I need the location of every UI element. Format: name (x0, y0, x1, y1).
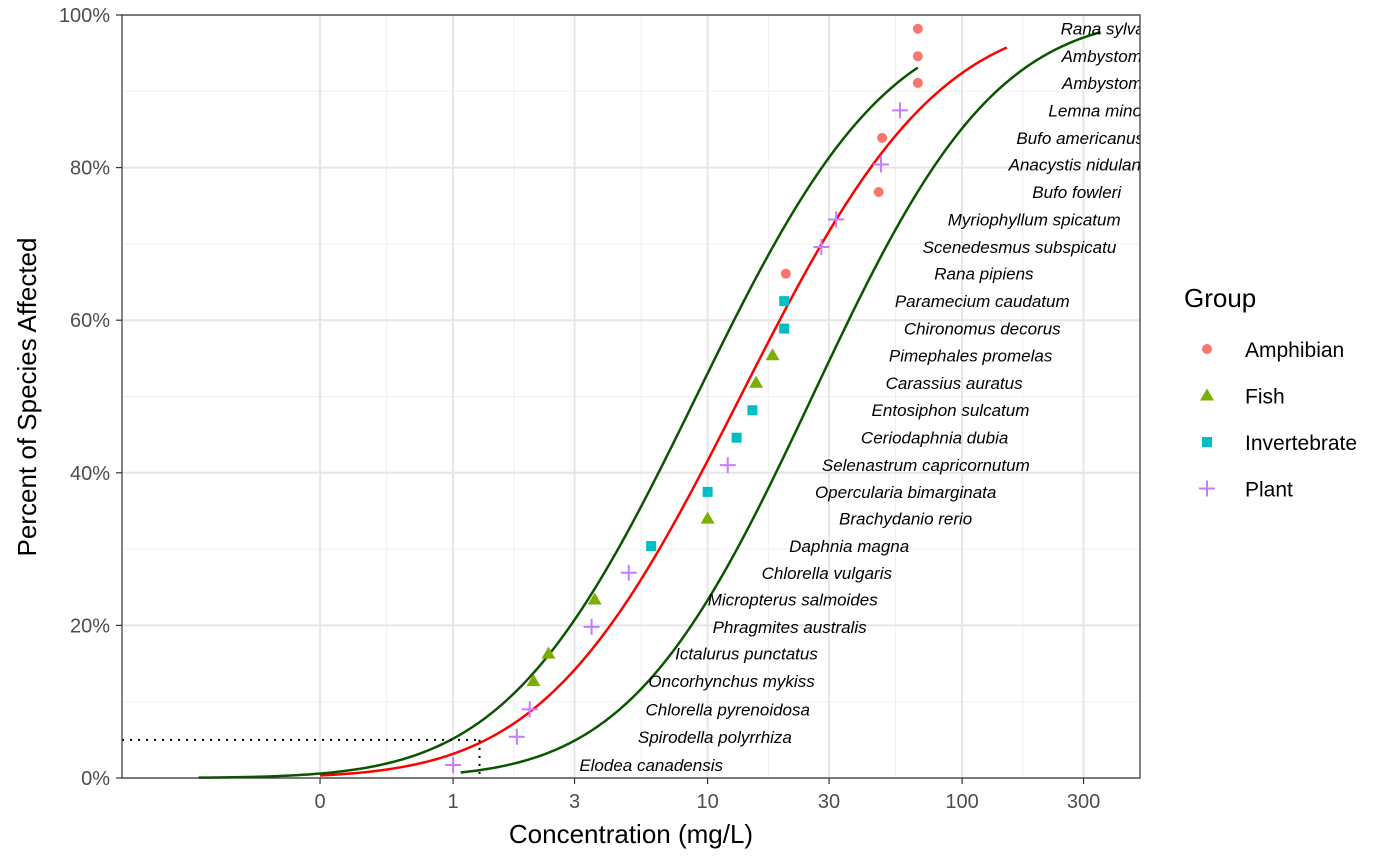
point-plant (891, 102, 908, 119)
minor-gridlines (122, 15, 1140, 778)
confidence-curve (460, 30, 1101, 774)
point-amphibian (780, 268, 791, 279)
species-label: Micropterus salmoides (708, 590, 879, 609)
point-invertebrate (779, 296, 790, 307)
x-tick-label: 10 (696, 791, 718, 813)
species-label: Anacystis nidulans (1008, 156, 1150, 175)
point-plant (872, 156, 889, 173)
legend-title: Group (1184, 283, 1256, 313)
species-label: Rana pipiens (934, 265, 1034, 284)
species-label: Ambystoma m (1061, 47, 1171, 66)
x-axis-title: Concentration (mg/L) (509, 819, 753, 849)
point-amphibian (912, 23, 923, 34)
species-label: Bufo fowleri (1032, 183, 1122, 202)
x-axis-ticks: 0 1 3 10 30 100 300 (314, 778, 1100, 813)
point-plant (521, 701, 538, 718)
species-label: Spirodella polyrrhiza (638, 728, 792, 747)
species-label: Opercularia bimarginata (815, 483, 996, 502)
legend-label: Fish (1245, 386, 1285, 409)
species-label: Entosiphon sulcatum (872, 401, 1030, 420)
species-label: Ambystoma je (1061, 74, 1170, 93)
point-amphibian (912, 51, 923, 62)
point-amphibian (912, 77, 923, 88)
species-label: Selenastrum capricornutum (822, 456, 1030, 475)
point-invertebrate (731, 432, 742, 443)
y-tick-label: 40% (70, 463, 110, 485)
species-label: Ceriodaphnia dubia (861, 429, 1008, 448)
point-plant (508, 728, 525, 745)
point-invertebrate (646, 541, 657, 552)
point-plant (620, 564, 637, 581)
legend-key-amphibian (1202, 344, 1212, 354)
species-label: Oncorhynchus mykiss (648, 672, 815, 691)
data-points (445, 23, 923, 774)
y-tick-label: 80% (70, 158, 110, 180)
species-label: Scenedesmus subspicatu (923, 238, 1117, 257)
point-fish (526, 674, 541, 687)
legend-key-invertebrate (1202, 437, 1212, 447)
species-label: Brachydanio rerio (839, 510, 972, 529)
point-fish (541, 646, 556, 659)
y-axis-title: Percent of Species Affected (12, 238, 42, 557)
y-tick-label: 0% (81, 768, 110, 790)
species-label: Pimephales promelas (889, 346, 1053, 365)
species-label: Carassius auratus (886, 374, 1024, 393)
y-tick-label: 60% (70, 310, 110, 332)
species-label: Myriophyllum spicatum (948, 210, 1121, 229)
legend-label: Invertebrate (1245, 432, 1357, 455)
species-label: Chironomus decorus (904, 320, 1061, 339)
y-tick-label: 100% (59, 5, 110, 27)
point-fish (700, 511, 715, 524)
major-gridlines (122, 14, 1140, 779)
species-label: Daphnia magna (789, 537, 909, 556)
point-plant (813, 238, 830, 255)
point-invertebrate (779, 323, 790, 334)
point-invertebrate (747, 405, 758, 416)
species-label: Phragmites australis (713, 618, 868, 637)
x-tick-label: 100 (945, 791, 978, 813)
fit-curves (198, 30, 1101, 779)
point-plant (445, 757, 462, 774)
species-label: Rana sylvatica (1061, 20, 1172, 39)
x-tick-label: 3 (569, 791, 580, 813)
x-tick-label: 30 (818, 791, 840, 813)
species-label: Ictalurus punctatus (675, 645, 818, 664)
legend-label: Amphibian (1245, 339, 1344, 362)
point-amphibian (877, 132, 888, 143)
legend: Group Amphibian Fish Invertebrate Plant (1184, 283, 1357, 502)
species-labels: Elodea canadensis Spirodella polyrrhiza Ch… (579, 20, 1172, 775)
panel-border (121, 14, 1141, 779)
species-label: Chlorella vulgaris (762, 564, 893, 583)
y-axis-ticks: 0% 20% 40% 60% 80% 100% (59, 5, 122, 790)
species-label: Lemna minor (1048, 101, 1149, 120)
x-tick-label: 0 (314, 791, 325, 813)
x-tick-label: 300 (1067, 791, 1100, 813)
legend-key-fish (1200, 388, 1214, 401)
y-tick-label: 20% (70, 615, 110, 637)
legend-label: Plant (1245, 479, 1293, 502)
fit-curve (319, 46, 1008, 777)
point-plant (583, 618, 600, 635)
species-label: Elodea canadensis (579, 756, 723, 775)
species-label: Bufo americanus (1016, 129, 1144, 148)
point-amphibian (873, 187, 884, 198)
x-tick-label: 1 (448, 791, 459, 813)
reference-lines (122, 738, 481, 778)
point-fish (749, 375, 764, 388)
species-label: Chlorella pyrenoidosa (646, 700, 810, 719)
legend-key-plant (1199, 480, 1215, 497)
species-label: Paramecium caudatum (895, 292, 1070, 311)
point-fish (587, 592, 602, 605)
point-fish (765, 348, 780, 361)
point-invertebrate (702, 486, 713, 497)
point-plant (719, 457, 736, 474)
confidence-curve (198, 66, 919, 779)
point-plant (828, 211, 845, 228)
